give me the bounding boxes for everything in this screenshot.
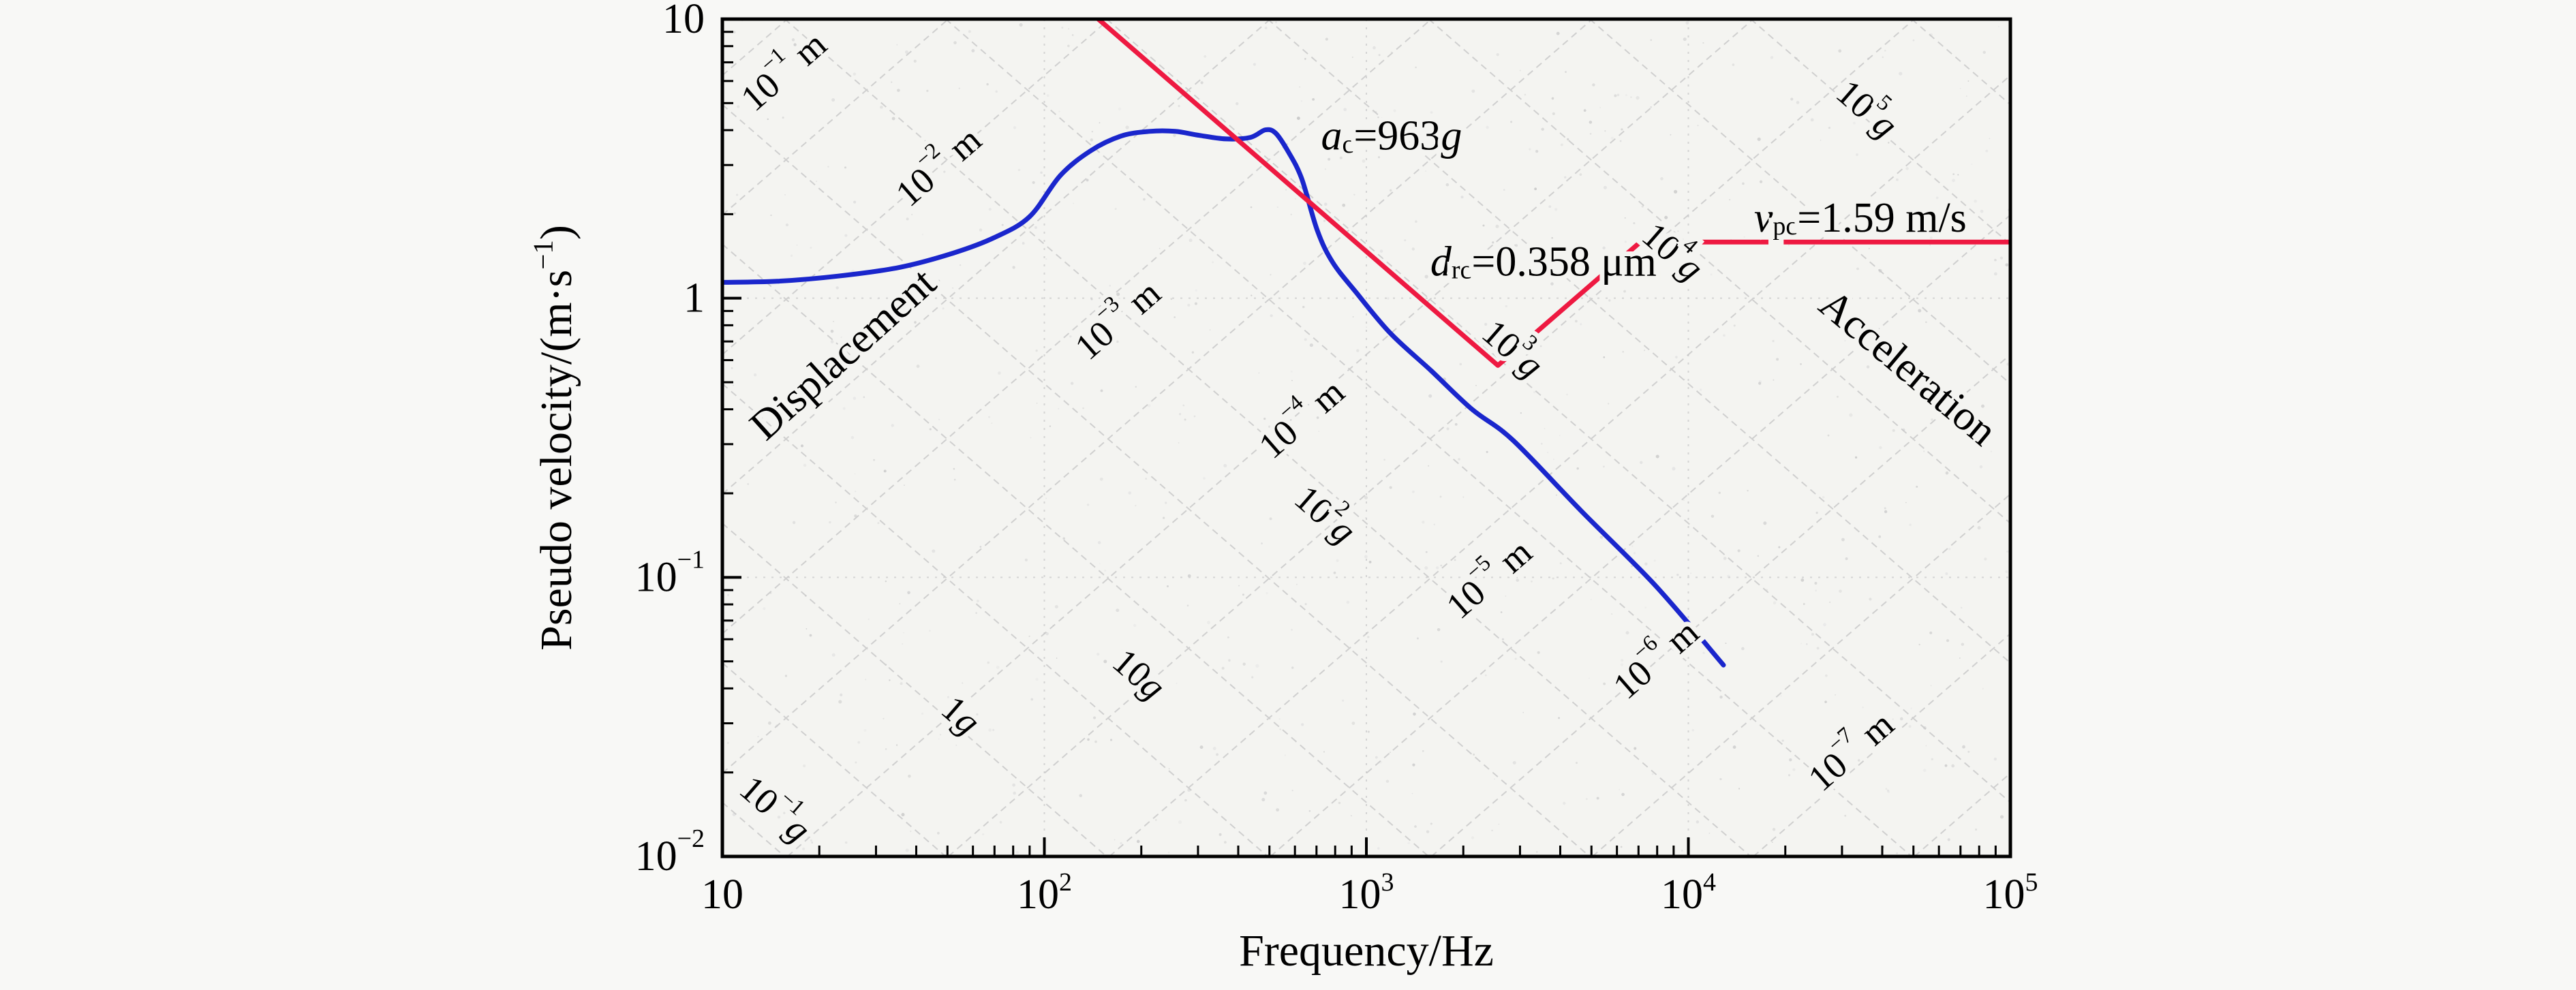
displacement-grid-line <box>1753 633 2011 857</box>
acceleration-grid-line <box>1106 18 2011 803</box>
acceleration-grid-line <box>722 523 1107 857</box>
acceleration-grid-line <box>945 18 1912 857</box>
red-limit-envelope-curve <box>1096 19 2010 368</box>
x-tick-label: 105 <box>1983 868 2038 918</box>
displacement-grid-line <box>786 18 1754 857</box>
displacement-grid-line <box>722 18 949 216</box>
displacement-grid-line <box>722 18 788 76</box>
blue-response-spectrum-curve <box>722 127 1726 668</box>
x-tick-label: 102 <box>1017 868 1072 918</box>
x-axis-title: Frequency/Hz <box>1239 926 1494 976</box>
displacement-grid-line <box>722 18 1110 356</box>
y-tick-label: 1 <box>684 275 705 322</box>
acceleration-grid-line <box>1589 18 2011 384</box>
displacement-grid-line <box>1109 74 2011 857</box>
acceleration-grid-line <box>784 18 1751 857</box>
y-tick-label: 10−2 <box>635 824 705 880</box>
displacement-grid-line <box>1270 214 2011 857</box>
acceleration-grid-line <box>722 662 947 857</box>
displacement-grid-line <box>947 18 1915 857</box>
acceleration-grid-line <box>722 801 786 857</box>
x-tick-label: 103 <box>1339 868 1394 918</box>
acceleration-grid-line <box>1911 18 2011 106</box>
acceleration-grid-line <box>722 104 1591 857</box>
acceleration-grid-line <box>1428 18 2011 524</box>
displacement-grid-line <box>722 18 1271 495</box>
displacement-grid-line <box>722 18 1593 774</box>
displacement-grid-line <box>1430 354 2011 857</box>
dotted-grid <box>722 19 2010 856</box>
displacement-grid-line <box>1914 773 2011 857</box>
displacement-grid-line <box>722 18 1432 634</box>
axis-ticks <box>721 18 2012 858</box>
acceleration-grid-line <box>722 243 1430 857</box>
acceleration-grid-line <box>1267 18 2011 664</box>
grid-diagonal-lines <box>722 18 2011 857</box>
acceleration-grid-line <box>722 383 1268 857</box>
ac-annotation: ac=963g <box>1321 113 1462 159</box>
x-tick-label: 104 <box>1661 868 1716 918</box>
y-tick-label: 10−1 <box>635 545 705 600</box>
x-tick-label: 10 <box>701 871 743 918</box>
y-tick-label: 10 <box>662 0 705 42</box>
vpc-annotation: vpc=1.59 m/s <box>1754 195 1967 241</box>
curves <box>722 19 2010 668</box>
y-axis-title: Pseudo velocity/(m·s−1) <box>527 225 581 651</box>
